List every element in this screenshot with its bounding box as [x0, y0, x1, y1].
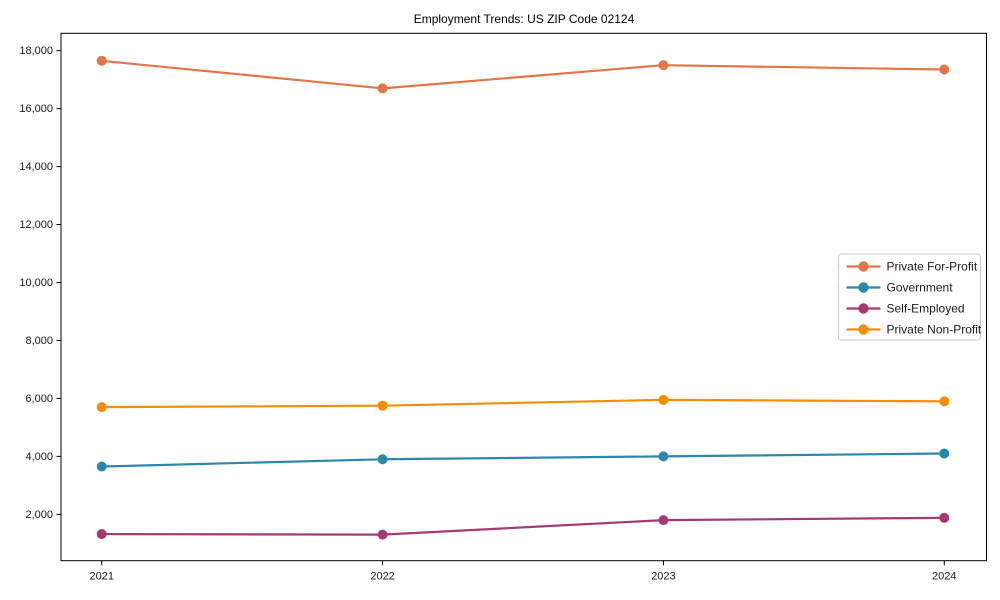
data-point	[96, 461, 107, 472]
y-tick-label: 2,000	[25, 509, 53, 521]
legend: Private For-Profit Government Self-Employe…	[838, 253, 982, 341]
y-tick-label: 14,000	[19, 161, 53, 173]
y-tick-label: 8,000	[25, 335, 53, 347]
y-tick-label: 16,000	[19, 103, 53, 115]
legend-marker-icon	[858, 261, 869, 272]
data-point	[377, 400, 388, 411]
legend-box	[838, 253, 981, 341]
plot-area: 2,000 4,000 6,000 8,000 10,000 12,000 14,000 16…	[19, 32, 987, 583]
data-point	[658, 394, 669, 405]
y-tick-label: 10,000	[19, 277, 53, 289]
data-point	[939, 396, 950, 407]
data-point	[377, 529, 388, 540]
legend-marker-icon	[858, 303, 869, 314]
legend-marker-icon	[858, 324, 869, 335]
data-point	[377, 454, 388, 465]
x-tick-label: 2023	[651, 571, 675, 583]
chart-title: Employment Trends: US ZIP Code 02124	[414, 12, 635, 26]
legend-label: Private For-Profit	[887, 260, 978, 274]
data-point	[658, 451, 669, 462]
y-tick-label: 18,000	[19, 45, 53, 57]
data-point	[96, 402, 107, 413]
legend-marker-icon	[858, 282, 869, 293]
data-point	[377, 83, 388, 94]
y-tick-label: 12,000	[19, 219, 53, 231]
data-point	[658, 60, 669, 71]
y-tick-label: 4,000	[25, 451, 53, 463]
data-point	[939, 64, 950, 75]
x-tick-label: 2022	[370, 571, 394, 583]
data-point	[96, 55, 107, 66]
series-line	[100, 59, 946, 90]
series-line	[100, 516, 946, 536]
x-tick-label: 2021	[89, 571, 113, 583]
legend-label: Government	[887, 281, 954, 295]
data-point	[96, 529, 107, 540]
plot-frame	[60, 32, 987, 562]
y-tick-label: 6,000	[25, 393, 53, 405]
x-tick-label: 2024	[932, 571, 956, 583]
legend-label: Private Non-Profit	[887, 323, 982, 337]
data-point	[658, 515, 669, 526]
series-line	[100, 398, 946, 409]
legend-label: Self-Employed	[887, 302, 965, 316]
series-line	[100, 452, 946, 468]
data-point	[939, 448, 950, 459]
data-point	[939, 512, 950, 523]
